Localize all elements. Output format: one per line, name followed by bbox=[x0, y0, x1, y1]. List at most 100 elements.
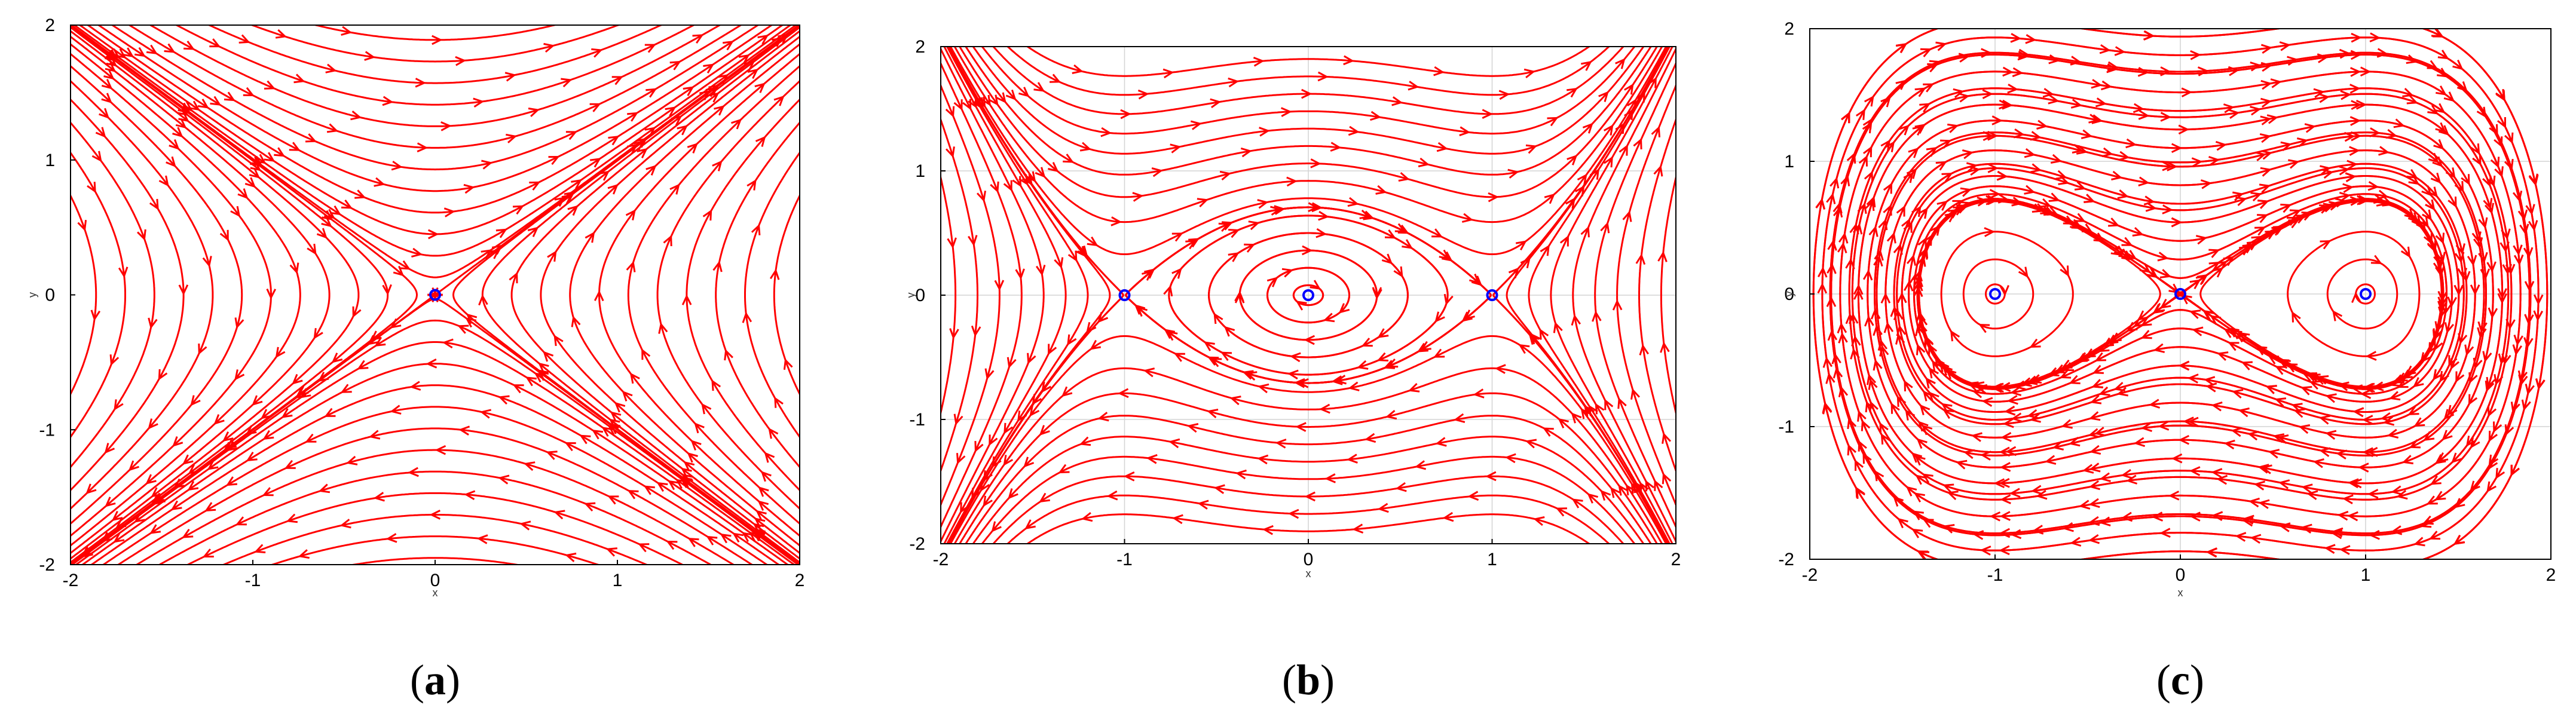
flow-arrow bbox=[2504, 158, 2514, 171]
flow-arrow bbox=[2257, 464, 2269, 474]
flow-arrow bbox=[321, 217, 332, 228]
flow-arrow bbox=[2133, 317, 2145, 327]
flow-arrow bbox=[996, 92, 1006, 103]
streamline bbox=[981, 455, 1636, 544]
flow-arrow bbox=[1855, 108, 1865, 120]
flow-arrow bbox=[2093, 232, 2105, 243]
flow-arrow bbox=[2434, 454, 2446, 464]
flow-arrow bbox=[1565, 197, 1575, 209]
flow-arrow bbox=[1862, 269, 1873, 281]
streamline bbox=[1851, 93, 2510, 495]
streamline bbox=[510, 30, 800, 560]
flow-arrow bbox=[2292, 311, 2301, 323]
flow-arrow bbox=[1186, 423, 1199, 433]
flow-arrow bbox=[760, 471, 772, 482]
flow-arrow bbox=[1220, 351, 1232, 361]
flow-arrow bbox=[1935, 357, 1945, 369]
flow-arrow bbox=[2436, 252, 2446, 263]
flow-arrow bbox=[712, 160, 723, 171]
streamline bbox=[481, 26, 800, 564]
flow-arrow bbox=[1498, 90, 1510, 100]
flow-arrow bbox=[1559, 235, 1569, 247]
flow-arrow bbox=[529, 181, 541, 191]
flow-arrow bbox=[608, 135, 620, 146]
x-tick-label: 1 bbox=[1487, 550, 1497, 569]
streamline bbox=[221, 514, 649, 565]
flow-arrow bbox=[962, 99, 972, 111]
flow-arrow bbox=[1604, 156, 1613, 168]
flow-arrow bbox=[1338, 303, 1350, 314]
flow-arrow bbox=[644, 44, 656, 53]
flow-arrow bbox=[243, 87, 255, 97]
flow-arrow bbox=[1901, 218, 1911, 230]
flow-arrow bbox=[1533, 516, 1545, 526]
flow-arrow bbox=[2111, 170, 2123, 180]
flow-arrow bbox=[262, 487, 274, 497]
streamline bbox=[943, 47, 1067, 544]
flow-arrow bbox=[1580, 226, 1590, 238]
flow-arrow bbox=[1645, 480, 1654, 492]
flow-arrow bbox=[2300, 386, 2312, 396]
flow-arrow bbox=[1600, 222, 1610, 234]
flow-arrow bbox=[2427, 105, 2439, 115]
flow-arrow bbox=[305, 433, 317, 443]
flow-arrow bbox=[637, 148, 648, 158]
flow-arrow bbox=[591, 48, 603, 58]
streamline bbox=[71, 79, 214, 510]
flow-arrow bbox=[2332, 310, 2343, 321]
flow-arrow bbox=[590, 158, 601, 168]
equilibrium-point-center bbox=[1302, 289, 1314, 301]
flow-arrow bbox=[994, 280, 1005, 292]
x-tick-label: -2 bbox=[933, 550, 949, 569]
streamline bbox=[71, 30, 360, 560]
flow-arrow bbox=[2425, 199, 2436, 211]
flow-arrow bbox=[1858, 440, 1867, 452]
flow-arrow bbox=[1515, 240, 1527, 251]
flow-arrow bbox=[2357, 195, 2368, 206]
flow-arrow bbox=[738, 54, 750, 65]
flow-arrow bbox=[2208, 249, 2220, 258]
flow-arrow bbox=[2125, 138, 2137, 149]
flow-arrow bbox=[2406, 54, 2418, 64]
flow-arrow bbox=[2447, 405, 2458, 416]
streamline bbox=[71, 295, 436, 565]
flow-arrow bbox=[2248, 497, 2260, 508]
streamline bbox=[90, 384, 781, 565]
flow-arrow bbox=[237, 188, 249, 200]
y-tick-label: 2 bbox=[1784, 19, 1794, 39]
flow-arrow bbox=[2482, 351, 2492, 363]
flow-arrow bbox=[2332, 527, 2344, 538]
flow-arrow bbox=[2391, 485, 2403, 495]
streamline bbox=[2326, 258, 2398, 330]
flow-arrow bbox=[2497, 293, 2508, 305]
flow-arrow bbox=[166, 156, 176, 168]
y-tick-label: -2 bbox=[1778, 550, 1794, 569]
flow-arrow bbox=[1883, 321, 1894, 333]
flow-arrow bbox=[109, 354, 120, 366]
flow-arrow bbox=[512, 384, 524, 394]
flow-arrow bbox=[1999, 477, 2010, 488]
streamline bbox=[1594, 61, 1676, 529]
flow-arrow bbox=[751, 223, 761, 235]
flow-arrow bbox=[1132, 192, 1144, 202]
streamline bbox=[744, 151, 800, 439]
streamline bbox=[1550, 47, 1674, 544]
flow-arrow bbox=[669, 60, 681, 71]
flow-arrow bbox=[981, 94, 991, 106]
flow-arrow bbox=[2477, 321, 2488, 333]
flow-arrow bbox=[1914, 455, 1926, 466]
flow-arrow bbox=[149, 524, 161, 534]
flow-arrow bbox=[204, 502, 216, 512]
flow-arrow bbox=[137, 229, 146, 241]
flow-arrow bbox=[318, 483, 331, 494]
flow-arrow bbox=[2338, 166, 2350, 176]
flow-arrow bbox=[1015, 268, 1025, 280]
flow-arrow bbox=[1571, 314, 1581, 326]
flow-arrow bbox=[1228, 252, 1240, 262]
flow-arrow bbox=[681, 294, 692, 305]
flow-arrow bbox=[2407, 406, 2419, 415]
flow-arrow bbox=[2143, 195, 2155, 206]
flow-arrow bbox=[1947, 123, 1959, 133]
flow-arrow bbox=[1235, 469, 1247, 480]
flow-arrow bbox=[703, 63, 715, 73]
